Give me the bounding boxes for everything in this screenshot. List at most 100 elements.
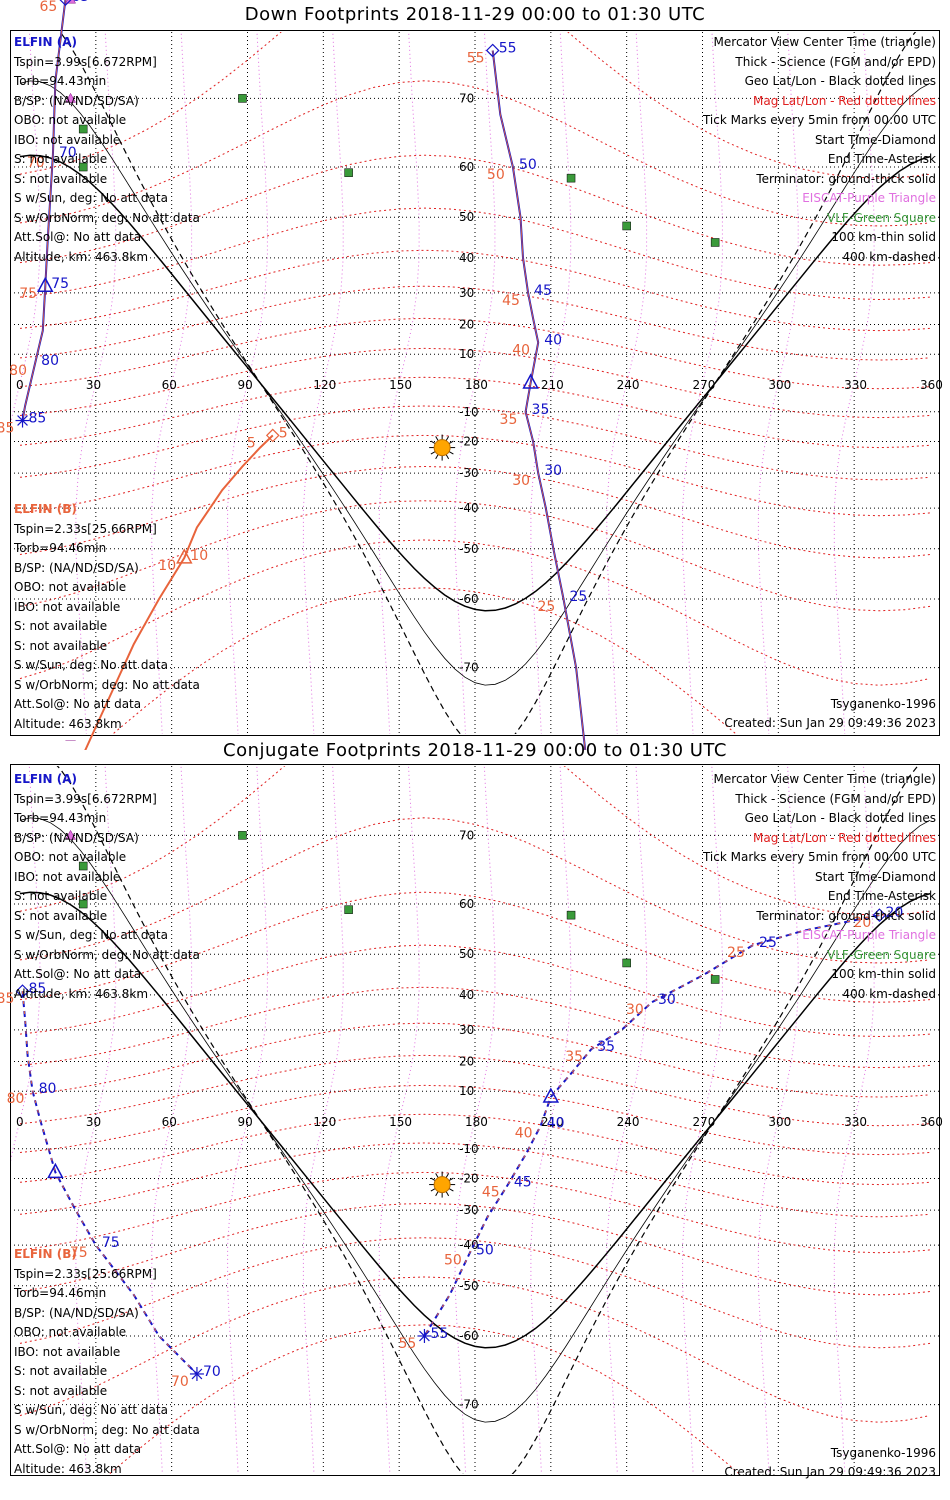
eiscat-marker [65, 92, 76, 103]
mercator-map: 0 30 60 90 120 150 180 210 240 270 300 330 360 70 60 50… [0, 0, 943, 750]
legend-item: Mag Lat/Lon - Red dotted lines [752, 830, 936, 845]
sun-ray [445, 1173, 450, 1178]
sun-ray [435, 436, 439, 441]
sun-ray [435, 1191, 439, 1197]
info-line: Altitude, km: 463.8km [14, 249, 149, 264]
start-time-diamond [59, 0, 72, 7]
legend-item: Geo Lat/Lon - Black dotted lines [744, 811, 936, 825]
mag-parallel [19, 944, 931, 1038]
orbit-tick-label-alt: 45 [502, 293, 520, 309]
info-line: S: not available [14, 1364, 108, 1378]
lat-tick-label: -20 [459, 1171, 479, 1185]
map-frame [10, 30, 940, 736]
orbit-tick-label: 25 [759, 935, 777, 951]
orbit-tick-label: 70 [59, 145, 77, 161]
legend-item: 400 km-dashed [842, 249, 936, 264]
info-line: Tspin=2.33s[25.66RPM] [14, 1266, 157, 1281]
lon-tick-label: 120 [313, 1115, 336, 1129]
sun-ray [435, 454, 439, 460]
info-line: S w/Sun, deg: No att data [14, 928, 168, 942]
lat-tick-label: -10 [459, 1142, 479, 1156]
elfin-a-info: ELFIN (A) Tspin=3.99s[6.672RPM] Torb=94.… [14, 770, 200, 1004]
orbit-tick-label: 30 [544, 463, 562, 479]
orbit-tick-label: 45 [534, 283, 552, 299]
orbit-tick-label: 45 [514, 1175, 532, 1191]
info-line: S: not available [14, 619, 108, 633]
info-line: S: not available [14, 638, 108, 653]
info-line: OBO: not available [14, 580, 127, 594]
mag-parallel [19, 1202, 931, 1296]
info-line: Altitude, km: 463.8km [14, 986, 149, 1001]
lat-tick-label: -30 [459, 1203, 479, 1217]
lon-tick-label: 90 [238, 1115, 253, 1129]
lat-tick-label: 20 [459, 318, 474, 332]
sun-icon [433, 1176, 451, 1194]
orbit-tick-label: 75 [51, 276, 69, 292]
end-time-asterisk [191, 1368, 203, 1380]
sun-ray [448, 1177, 454, 1182]
lon-tick-label: 270 [693, 1115, 716, 1129]
sun-ray [430, 440, 436, 445]
orbit-tick-label-alt: 10 [158, 558, 176, 574]
orbit-tick-label: 75 [102, 1235, 120, 1251]
sun-ray [445, 1191, 450, 1197]
center-time-triangle [542, 1087, 560, 1103]
lat-tick-label: -60 [459, 1329, 479, 1343]
orbit-tick-label: 80 [39, 1081, 57, 1097]
elfin-b-info: ELFIN (B) Tspin=2.33s[25.66RPM] Torb=94.… [14, 500, 200, 734]
orbit-tick-label: 30 [658, 992, 676, 1008]
mag-parallel [19, 434, 931, 517]
sun-ray [430, 1188, 436, 1192]
lat-tick-label: -70 [459, 1398, 479, 1412]
elfin-a-label: ELFIN (A) [14, 772, 77, 786]
lat-tick-label: -40 [459, 1238, 479, 1252]
center-time-triangle [176, 548, 193, 564]
lat-tick-label: 50 [459, 947, 474, 961]
orbit-tick-label: 50 [476, 1243, 494, 1259]
orbit-tick-label: 50 [519, 157, 537, 173]
orbit-tick-label: 65 [72, 0, 90, 5]
created-timestamp: Created: Sun Jan 29 09:49:36 2023 [724, 1465, 936, 1479]
orbit-tick-label: 85 [29, 981, 47, 997]
info-line: S: not available [14, 908, 108, 923]
info-line: Att.Sol@: No att data [14, 697, 142, 711]
mag-parallel [19, 1054, 931, 1127]
info-line: S w/OrbNorm, deg: No att data [14, 1422, 200, 1437]
info-line: B/SP: (NA/ND/SD/SA) [14, 560, 139, 575]
info-line: OBO: not available [14, 1325, 127, 1339]
field-model-label: Tsyganenko-1996 [830, 697, 936, 711]
orbit-tick-label-alt: 45 [482, 1185, 500, 1201]
sun-ray [448, 440, 454, 445]
orbit-tick-label-alt: 80 [9, 363, 27, 379]
lat-tick-label: 30 [459, 1023, 474, 1037]
info-line: OBO: not available [14, 850, 127, 864]
orbit-footprint-trace-overlay [84, 435, 274, 750]
map-frame [10, 764, 940, 1476]
legend-item: VLF-Green Square [827, 947, 936, 962]
legend-item: 100 km-thin solid [831, 967, 936, 981]
lon-tick-label: 330 [844, 1115, 867, 1129]
legend-item: Mercator View Center Time (triangle) [713, 35, 936, 49]
orbit-footprint-trace-overlay [22, 0, 66, 421]
vlf-station-marker [622, 958, 631, 968]
legend-item: End Time-Asterisk [827, 889, 936, 903]
vlf-station-marker [710, 975, 720, 984]
map-legend: Mercator View Center Time (triangle) Thi… [703, 770, 936, 1004]
orbit-tick-label-alt: 35 [565, 1049, 583, 1065]
lat-tick-label: -70 [459, 661, 479, 675]
mag-parallel [19, 207, 931, 301]
legend-item: Start Time-Diamond [814, 869, 936, 884]
info-line: OBO: not available [14, 113, 127, 127]
legend-item: Terminator: ground-thick solid [756, 908, 936, 923]
info-line: Altitude: 463.8km [14, 716, 122, 731]
orbit-tick-label-alt: 40 [512, 343, 530, 359]
orbit-tick-label-alt: 30 [626, 1002, 644, 1018]
lat-tick-label: -20 [459, 434, 479, 448]
mag-parallel [19, 347, 931, 419]
lon-tick-label: 330 [844, 378, 867, 392]
lon-tick-label: 240 [617, 378, 640, 392]
orbit-tick-label-alt: 55 [467, 50, 485, 66]
terminator-400km [56, 766, 919, 1474]
vlf-station-marker [344, 905, 353, 914]
elfin-a-info: ELFIN (A) Tspin=3.99s[6.672RPM] Torb=94.… [14, 33, 200, 267]
